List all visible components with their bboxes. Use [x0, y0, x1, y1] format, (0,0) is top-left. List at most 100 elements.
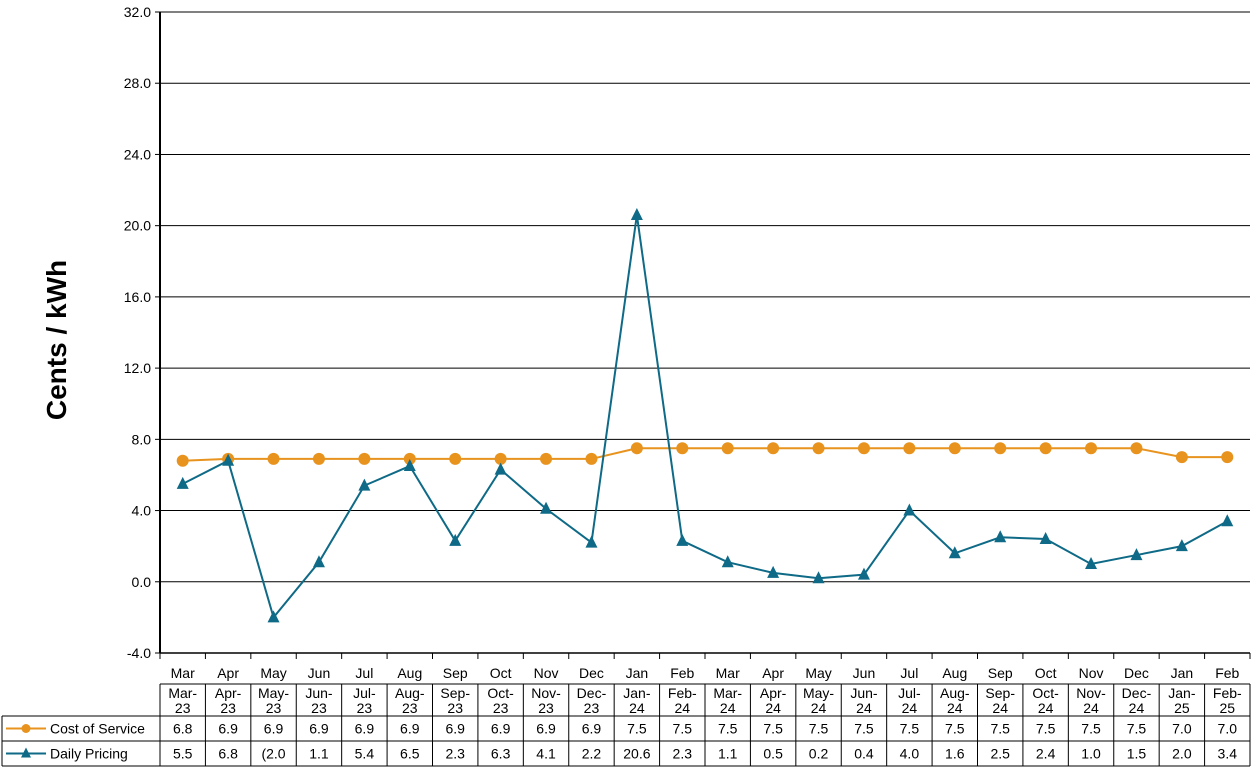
data-point — [903, 442, 916, 455]
x-category-label: Dec — [579, 665, 604, 681]
table-header: 24 — [1129, 700, 1145, 716]
table-cell: 1.0 — [1081, 746, 1101, 762]
data-point — [540, 501, 553, 514]
data-point — [1130, 548, 1143, 561]
y-tick-label: 32.0 — [124, 4, 151, 20]
data-point — [812, 571, 825, 584]
y-tick-label: 8.0 — [132, 431, 152, 447]
table-cell: 1.1 — [718, 746, 738, 762]
x-category-label: Nov — [1079, 665, 1104, 681]
table-cell: 2.5 — [990, 746, 1010, 762]
table-header: 24 — [720, 700, 736, 716]
data-point — [1175, 539, 1188, 552]
series-cost-of-service — [176, 442, 1234, 467]
data-point — [903, 503, 916, 516]
table-header: Mar- — [168, 685, 197, 701]
data-point — [312, 555, 325, 568]
data-point — [449, 452, 462, 465]
y-tick-label: 4.0 — [132, 503, 152, 519]
x-category-label: Jul — [900, 665, 918, 681]
table-header: Jun- — [850, 685, 878, 701]
table-cell: 6.9 — [218, 721, 238, 737]
data-point — [267, 610, 280, 623]
table-cell: 2.2 — [582, 746, 602, 762]
table-header: Dec- — [1122, 685, 1152, 701]
table-cell: 1.5 — [1127, 746, 1147, 762]
table-header: Feb- — [1213, 685, 1242, 701]
table-cell: 5.4 — [355, 746, 375, 762]
table-header: 23 — [357, 700, 373, 716]
axes — [159, 12, 1251, 659]
table-header: 24 — [1038, 700, 1054, 716]
data-point — [176, 476, 189, 489]
x-category-label: Apr — [217, 665, 239, 681]
table-header: Jul- — [353, 685, 376, 701]
table-cell: 7.5 — [763, 721, 783, 737]
table-cell: 7.5 — [1036, 721, 1056, 737]
table-cell: 2.4 — [1036, 746, 1056, 762]
table-header: Mar- — [713, 685, 742, 701]
data-point — [1221, 514, 1234, 527]
data-point — [540, 452, 553, 465]
data-point — [267, 452, 280, 465]
table-header: 23 — [175, 700, 191, 716]
table-cell: 1.6 — [945, 746, 965, 762]
data-point — [1175, 451, 1188, 464]
table-header: Feb- — [668, 685, 697, 701]
data-point — [1039, 532, 1052, 545]
table-header: Jun- — [305, 685, 333, 701]
table-cell: 6.8 — [218, 746, 238, 762]
x-category-label: Oct — [1035, 665, 1057, 681]
table-cell: 0.4 — [854, 746, 874, 762]
data-point — [767, 565, 780, 578]
table-cell: 6.5 — [400, 746, 420, 762]
data-point — [1085, 556, 1098, 569]
x-category-label: Nov — [534, 665, 559, 681]
table-header: 24 — [902, 700, 918, 716]
table-cell: 6.9 — [264, 721, 284, 737]
x-category-label: Jun — [853, 665, 876, 681]
x-category-label: Aug — [397, 665, 422, 681]
table-header: Sep- — [985, 685, 1015, 701]
table-header: Oct- — [487, 685, 514, 701]
table-cell: 7.0 — [1172, 721, 1192, 737]
legend-label: Cost of Service — [50, 721, 145, 737]
table-header: Jul- — [898, 685, 921, 701]
table-cell: 6.3 — [491, 746, 511, 762]
table-cell: 4.1 — [536, 746, 556, 762]
table-cell: 2.0 — [1172, 746, 1192, 762]
x-category-label: Sep — [443, 665, 468, 681]
table-header: May- — [258, 685, 289, 701]
data-point — [812, 442, 825, 455]
table-cell: 6.9 — [309, 721, 329, 737]
x-category-label: May — [805, 665, 831, 681]
data-point — [948, 442, 961, 455]
table-cell: 7.5 — [673, 721, 693, 737]
table-cell: 7.0 — [1218, 721, 1238, 737]
table-cell: 2.3 — [673, 746, 693, 762]
data-point — [721, 442, 734, 455]
legend-circle-icon — [21, 724, 31, 733]
data-point — [948, 546, 961, 559]
gridlines — [155, 11, 1250, 654]
y-axis-tick-labels: -4.0 0.0 4.0 8.0 12.0 16.0 20.0 24.0 28.0 32.0 — [124, 4, 151, 661]
data-point — [358, 478, 371, 491]
table-header: 24 — [947, 700, 963, 716]
table-header: 25 — [1220, 700, 1236, 716]
data-point — [494, 452, 507, 465]
data-point — [585, 535, 598, 548]
data-point — [721, 555, 734, 568]
table-cell: 7.5 — [900, 721, 920, 737]
table-cell: 7.5 — [854, 721, 874, 737]
data-point — [176, 454, 189, 467]
table-cell: 6.9 — [400, 721, 420, 737]
table-cell: 7.5 — [990, 721, 1010, 737]
data-point — [676, 442, 689, 455]
table-header: Aug- — [395, 685, 425, 701]
data-point — [1085, 442, 1098, 455]
x-category-label: Sep — [988, 665, 1013, 681]
legend-label: Daily Pricing — [50, 746, 128, 762]
data-point — [767, 442, 780, 455]
table-header: 23 — [266, 700, 282, 716]
table-header: 23 — [538, 700, 554, 716]
